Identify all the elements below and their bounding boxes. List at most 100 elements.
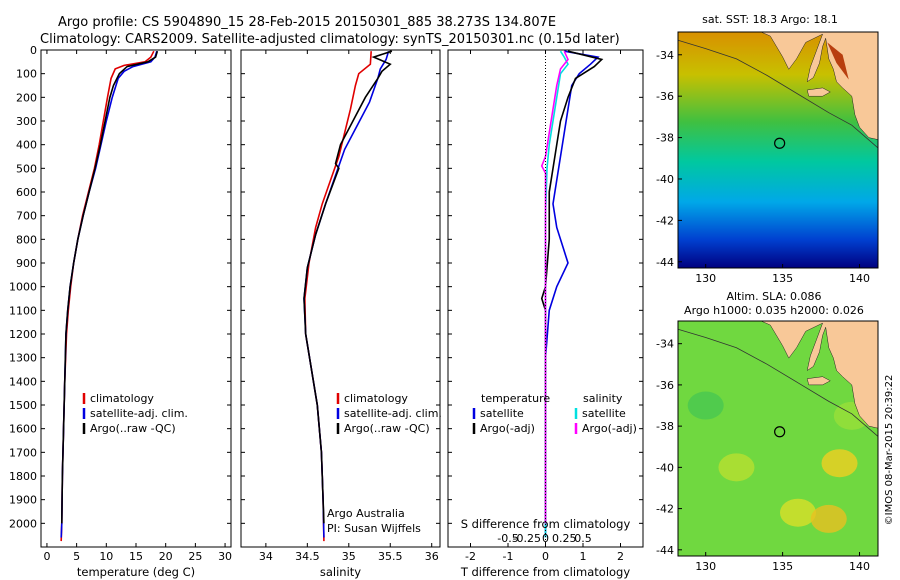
x-tick-label: 15 <box>129 550 143 563</box>
map-x-tick-label: 140 <box>849 272 870 285</box>
map-y-tick-label: -40 <box>656 461 674 474</box>
x-axis-label: salinity <box>320 565 361 579</box>
map-y-tick-label: -42 <box>656 503 674 516</box>
y-tick-label: 1500 <box>9 399 37 412</box>
x-tick-label: 35.5 <box>378 550 403 563</box>
x-tick-label: 35 <box>342 550 356 563</box>
x-tick-label: 0 <box>43 550 50 563</box>
x-tick-label: 2 <box>617 550 624 563</box>
map-frame <box>677 31 879 269</box>
y-tick-label: 1100 <box>9 304 37 317</box>
sst-map-title: sat. SST: 18.3 Argo: 18.1 <box>702 13 838 26</box>
annotation-line: Argo Australia <box>327 507 405 520</box>
x-tick-label: 0 <box>542 550 549 563</box>
y-tick-label: 100 <box>16 68 37 81</box>
map-y-tick-label: -34 <box>656 49 674 62</box>
y-tick-label: 200 <box>16 91 37 104</box>
argo-position-marker <box>774 137 786 149</box>
map-y-tick-label: -38 <box>656 420 674 433</box>
legend-title: salinity <box>583 392 623 405</box>
y-tick-label: 900 <box>16 257 37 270</box>
figure-title-line2: Climatology: CARS2009. Satellite-adjuste… <box>40 32 620 47</box>
x-tick-label: 34 <box>259 550 273 563</box>
warm-gulf-patch <box>827 42 849 80</box>
x-tick-label: 10 <box>99 550 113 563</box>
sla-anomaly-blob <box>821 449 858 478</box>
map-y-tick-label: -44 <box>656 544 674 557</box>
legend-entry: Argo(-adj) <box>582 422 637 435</box>
x2-axis-label: S difference from climatology <box>461 517 631 531</box>
plot-frame-salinity-profile <box>240 49 441 548</box>
bathymetry-contour <box>677 39 879 149</box>
x-tick-label: 34.5 <box>295 550 320 563</box>
island <box>806 376 831 386</box>
plot-frame-temperature-profile <box>40 49 232 548</box>
x-tick-label: 1 <box>580 550 587 563</box>
y-tick-label: 800 <box>16 233 37 246</box>
y-tick-label: 1200 <box>9 328 37 341</box>
y-tick-label: 1800 <box>9 470 37 483</box>
legend-entry: climatology <box>90 392 154 405</box>
sla-map-subtitle: Argo h1000: 0.035 h2000: 0.026 <box>684 304 864 317</box>
series-line-argo-raw-qc- <box>303 50 393 524</box>
land-mass <box>678 320 879 429</box>
map-y-tick-label: -40 <box>656 173 674 186</box>
y-tick-label: 0 <box>30 44 37 57</box>
map-x-tick-label: 130 <box>695 560 716 573</box>
sla-anomaly-blob <box>810 504 847 533</box>
sla-anomaly-blob <box>718 453 755 482</box>
series-line-t-argo-adj- <box>540 50 604 524</box>
x-axis-label: T difference from climatology <box>460 565 631 579</box>
legend-entry: Argo(..raw -QC) <box>90 422 176 435</box>
sla-anomaly-blob <box>780 498 816 527</box>
land-mass <box>678 31 879 140</box>
x2-tick-label: 0.25 <box>552 532 577 545</box>
island <box>806 87 831 97</box>
y-tick-label: 1700 <box>9 446 37 459</box>
y-tick-label: 2000 <box>9 517 37 530</box>
x2-tick-label: -0.25 <box>513 532 541 545</box>
legend-entry: satellite <box>582 407 626 420</box>
x-axis-label: temperature (deg C) <box>77 565 195 579</box>
sla-anomaly-blob <box>687 391 724 420</box>
series-line-argo-raw-qc- <box>60 50 159 524</box>
map-y-tick-label: -36 <box>656 90 674 103</box>
x2-tick-label: 0 <box>542 532 549 545</box>
y-tick-label: 700 <box>16 210 37 223</box>
annotation-line: PI: Susan Wijffels <box>327 522 421 535</box>
x-tick-label: -1 <box>503 550 514 563</box>
map-y-tick-label: -42 <box>656 214 674 227</box>
x-tick-label: 30 <box>218 550 232 563</box>
map-y-tick-label: -44 <box>656 256 674 269</box>
map-x-tick-label: 130 <box>695 272 716 285</box>
legend-entry: Argo(..raw -QC) <box>344 422 430 435</box>
x-tick-label: 20 <box>159 550 173 563</box>
map-y-tick-label: -36 <box>656 379 674 392</box>
map-y-tick-label: -38 <box>656 132 674 145</box>
map-y-tick-label: -34 <box>656 338 674 351</box>
legend-title: temperature <box>481 392 550 405</box>
map-x-tick-label: 140 <box>849 560 870 573</box>
x-tick-label: 5 <box>73 550 80 563</box>
figure-title-line1: Argo profile: CS 5904890_15 28-Feb-2015 … <box>58 15 557 30</box>
legend-entry: satellite-adj. clim. <box>90 407 188 420</box>
y-tick-label: 500 <box>16 162 37 175</box>
legend-entry: Argo(-adj) <box>480 422 535 435</box>
legend-entry: climatology <box>344 392 408 405</box>
y-tick-label: 300 <box>16 115 37 128</box>
legend-entry: satellite-adj. clim. <box>344 407 442 420</box>
sla-map-title: Altim. SLA: 0.086 <box>726 290 821 303</box>
series-line-s-argo-adj- <box>540 50 569 524</box>
legend-entry: satellite <box>480 407 524 420</box>
map-frame <box>677 320 879 557</box>
y-tick-label: 1900 <box>9 494 37 507</box>
x2-tick-label: 0.5 <box>574 532 592 545</box>
y-tick-label: 1400 <box>9 375 37 388</box>
y-tick-label: 400 <box>16 139 37 152</box>
argo-position-marker <box>774 426 786 438</box>
y-tick-label: 1300 <box>9 352 37 365</box>
bathymetry-contour <box>677 328 879 437</box>
x2-tick-label: -0.5 <box>497 532 518 545</box>
copyright-caption: ©IMOS 08-Mar-2015 20:39:22 <box>884 375 895 526</box>
